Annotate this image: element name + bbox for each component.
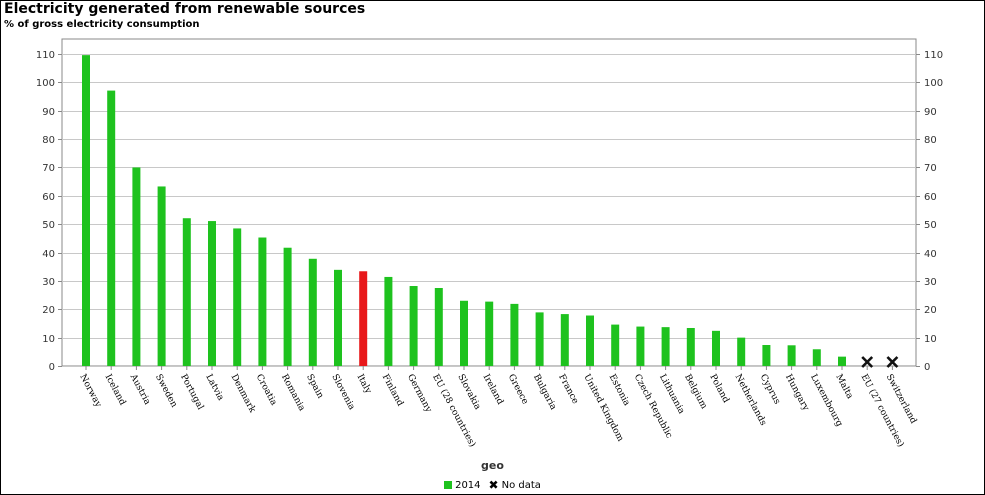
legend-label-2014: 2014 — [455, 480, 481, 491]
bar — [409, 286, 418, 366]
y-tick-label-left: 90 — [42, 107, 55, 118]
x-tick-label: Poland — [707, 373, 730, 405]
y-tick-label-left: 70 — [42, 163, 55, 174]
no-data-icon: ✖ — [488, 478, 499, 492]
bar — [359, 271, 368, 366]
x-tick-label: Malta — [833, 373, 855, 402]
bar — [838, 356, 846, 366]
x-tick-label: Cyprus — [758, 373, 782, 407]
y-tick-label-right: 90 — [924, 107, 937, 118]
bar — [308, 258, 317, 366]
bar — [384, 276, 393, 366]
y-tick-label-left: 100 — [36, 78, 55, 89]
y-tick-label-right: 100 — [924, 78, 943, 89]
legend-label-no-data: No data — [501, 480, 541, 491]
bar — [535, 312, 544, 366]
y-tick-label-left: 50 — [42, 220, 55, 231]
bar — [132, 167, 141, 366]
bar — [82, 55, 90, 366]
bar — [686, 327, 695, 366]
x-tick-label: Portugal — [178, 373, 205, 412]
y-tick-label-left: 80 — [42, 135, 55, 146]
x-tick-label: Slovakia — [455, 373, 482, 412]
x-tick-label: Iceland — [103, 373, 128, 408]
bar — [434, 288, 443, 366]
x-tick-label: Bulgaria — [531, 373, 558, 413]
x-tick-label: Slovenia — [329, 373, 356, 413]
x-tick-label: Italy — [355, 373, 374, 397]
bar — [283, 247, 292, 366]
chart-title: Electricity generated from renewable sou… — [4, 1, 366, 17]
bar — [157, 186, 166, 366]
x-axis-label: geo — [481, 459, 504, 472]
y-tick-label-left: 30 — [42, 277, 55, 288]
chart-subtitle: % of gross electricity consumption — [4, 19, 200, 30]
y-tick-label-right: 30 — [924, 277, 937, 288]
bar — [485, 301, 494, 366]
bar — [334, 269, 342, 366]
bar — [636, 326, 645, 366]
y-tick-label-left: 40 — [42, 249, 55, 260]
no-data-marker — [861, 356, 874, 368]
y-tick-label-left: 0 — [49, 362, 55, 373]
x-tick-label: Belgium — [682, 373, 709, 411]
x-tick-label: France — [556, 373, 580, 406]
no-data-marker — [886, 356, 899, 368]
bar — [233, 228, 242, 366]
x-tick-label: Latvia — [203, 373, 225, 403]
y-tick-label-right: 60 — [924, 192, 937, 203]
y-tick-label-right: 10 — [924, 334, 937, 345]
x-tick-label: Germany — [405, 373, 434, 415]
bar — [510, 303, 519, 366]
y-tick-label-right: 110 — [924, 50, 943, 61]
bar — [258, 237, 267, 366]
x-tick-label: Hungary — [783, 373, 811, 414]
bar — [812, 349, 821, 366]
x-tick-label: Spain — [304, 373, 325, 401]
y-tick-label-left: 20 — [42, 305, 55, 316]
legend: 2014 ✖ No data — [0, 478, 985, 492]
x-tick-label: Estonia — [607, 373, 632, 409]
x-tick-label: Romania — [279, 373, 307, 414]
legend-swatch-2014 — [444, 481, 453, 489]
x-tick-label: Ireland — [481, 373, 505, 407]
x-tick-label: Finland — [380, 373, 405, 409]
y-tick-label-left: 10 — [42, 334, 55, 345]
bar — [712, 330, 720, 366]
y-tick-label-right: 0 — [924, 362, 930, 373]
bar — [737, 337, 746, 366]
bar — [762, 345, 771, 366]
y-tick-label-right: 50 — [924, 220, 937, 231]
bar — [586, 315, 594, 366]
y-tick-label-right: 80 — [924, 135, 937, 146]
y-tick-label-right: 40 — [924, 249, 937, 260]
bar — [787, 345, 796, 366]
x-tick-label: Denmark — [229, 373, 258, 415]
bar — [661, 327, 670, 366]
bar — [107, 90, 116, 367]
bar — [182, 218, 191, 366]
bar — [208, 221, 216, 366]
y-tick-label-right: 20 — [924, 305, 937, 316]
bar — [560, 314, 569, 366]
x-tick-label: Norway — [77, 373, 103, 410]
y-tick-label-right: 70 — [924, 163, 937, 174]
x-tick-label: Greece — [506, 373, 530, 406]
bar — [460, 300, 468, 366]
y-tick-label-left: 110 — [36, 50, 55, 61]
y-tick-label-left: 60 — [42, 192, 55, 203]
x-tick-label: Sweden — [153, 373, 179, 410]
x-tick-label: Austria — [127, 372, 152, 407]
bar — [611, 324, 620, 366]
x-tick-label: Croatia — [254, 373, 279, 408]
